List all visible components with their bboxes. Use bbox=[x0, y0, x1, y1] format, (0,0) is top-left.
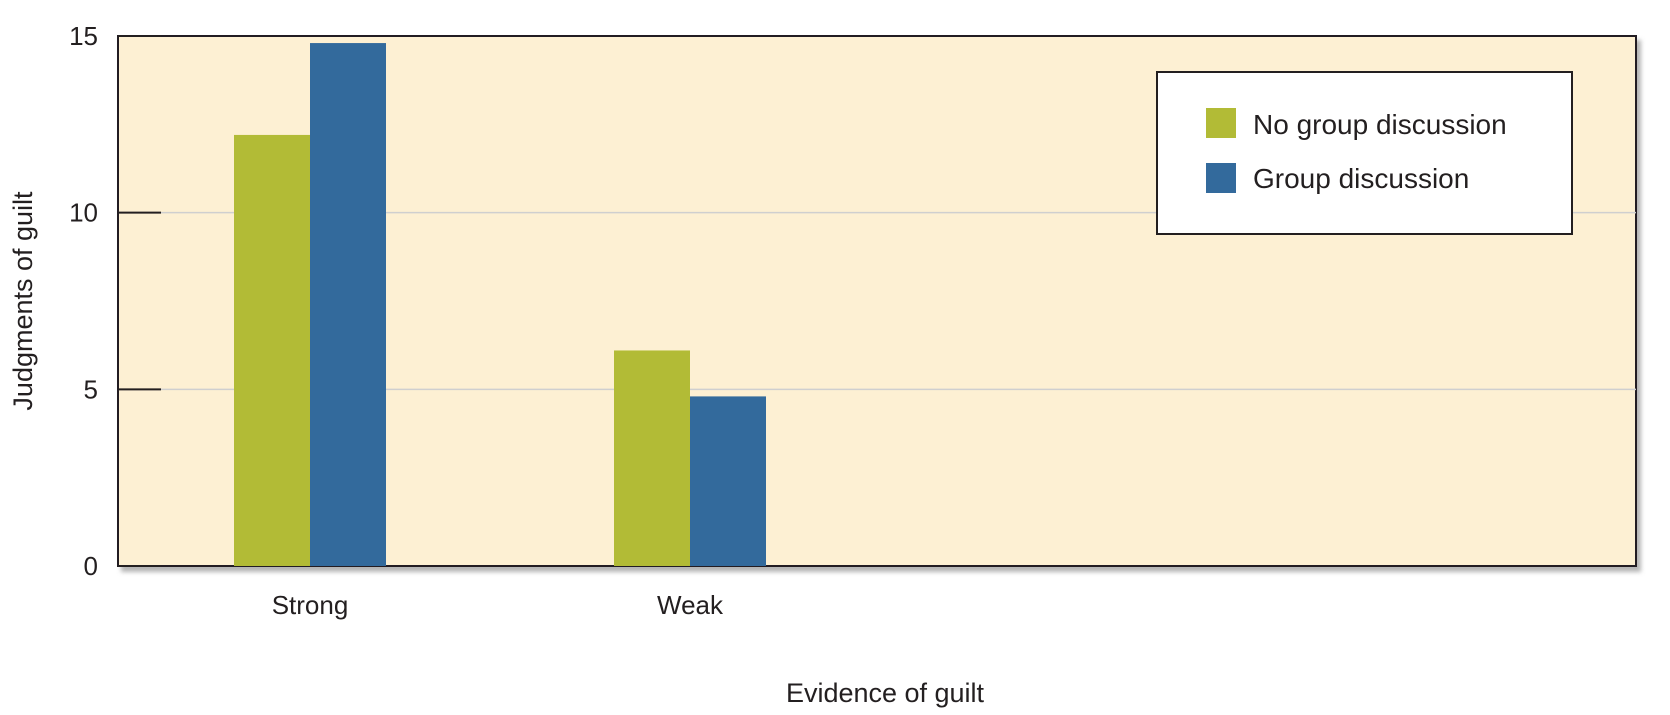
x-category-label: Strong bbox=[272, 590, 349, 620]
legend-label-group-discussion: Group discussion bbox=[1253, 163, 1469, 194]
x-axis-title: Evidence of guilt bbox=[786, 678, 985, 708]
y-tick-label: 0 bbox=[84, 551, 98, 581]
y-tick-label: 15 bbox=[69, 21, 98, 51]
legend: No group discussion Group discussion bbox=[1156, 71, 1573, 235]
y-axis-title: Judgments of guilt bbox=[8, 191, 38, 411]
legend-box bbox=[1156, 71, 1573, 235]
y-axis: 0 5 10 15 bbox=[69, 21, 161, 581]
legend-swatch-no-group-discussion bbox=[1206, 108, 1236, 138]
bars bbox=[234, 43, 766, 567]
bar-strong-group-discussion bbox=[310, 43, 386, 567]
bar-weak-no-group-discussion bbox=[614, 350, 690, 566]
x-category-label: Weak bbox=[657, 590, 724, 620]
x-axis: Strong Weak bbox=[272, 590, 724, 620]
bar-weak-group-discussion bbox=[690, 396, 766, 566]
bar-strong-no-group-discussion bbox=[234, 134, 310, 566]
y-tick-label: 5 bbox=[84, 374, 98, 404]
y-tick-label: 10 bbox=[69, 198, 98, 228]
legend-swatch-group-discussion bbox=[1206, 163, 1236, 193]
legend-label-no-group-discussion: No group discussion bbox=[1253, 109, 1507, 140]
